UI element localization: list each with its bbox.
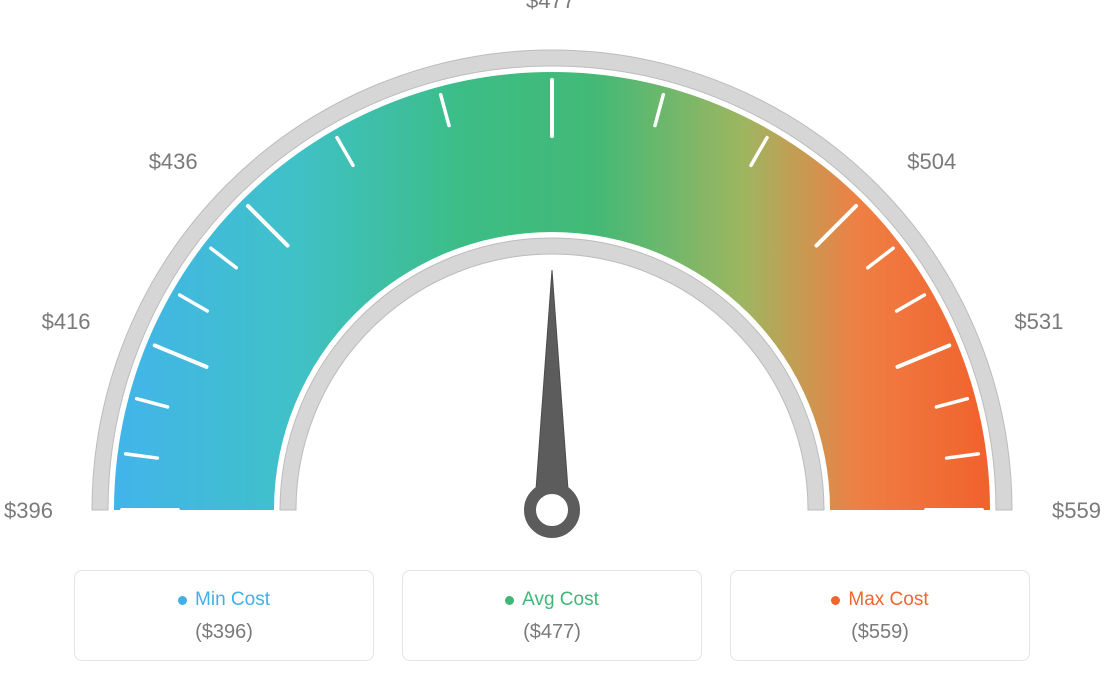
legend-value-avg: ($477) [403,621,701,644]
tick-label: $559 [1052,498,1101,524]
legend-title-min-text: Min Cost [195,589,270,611]
tick-label: $396 [4,498,53,524]
needle-hub [530,488,574,532]
chart-container: $396 $416 $436 $477 $504 $531 $559 Min Cost ($… [0,0,1104,690]
legend-card-min: Min Cost ($396) [74,570,374,661]
legend-dot-avg [505,596,514,605]
tick-label: $416 [42,309,91,335]
legend-dot-max [831,596,840,605]
legend-title-max: Max Cost [831,589,928,611]
needle [534,270,569,513]
legend-dot-min [178,596,187,605]
tick-label: $531 [1014,309,1063,335]
legend-title-avg: Avg Cost [505,589,599,611]
tick-label: $436 [149,149,198,175]
tick-label: $477 [526,0,575,14]
legend-title-min: Min Cost [178,589,270,611]
legend-title-max-text: Max Cost [848,589,928,611]
legend-card-max: Max Cost ($559) [730,570,1030,661]
gauge-area: $396 $416 $436 $477 $504 $531 $559 [0,0,1104,560]
legend-value-min: ($396) [75,621,373,644]
gauge-svg [52,20,1052,560]
legend-row: Min Cost ($396) Avg Cost ($477) Max Cost… [0,570,1104,661]
legend-card-avg: Avg Cost ($477) [402,570,702,661]
legend-title-avg-text: Avg Cost [522,589,599,611]
tick-label: $504 [907,149,956,175]
legend-value-max: ($559) [731,621,1029,644]
